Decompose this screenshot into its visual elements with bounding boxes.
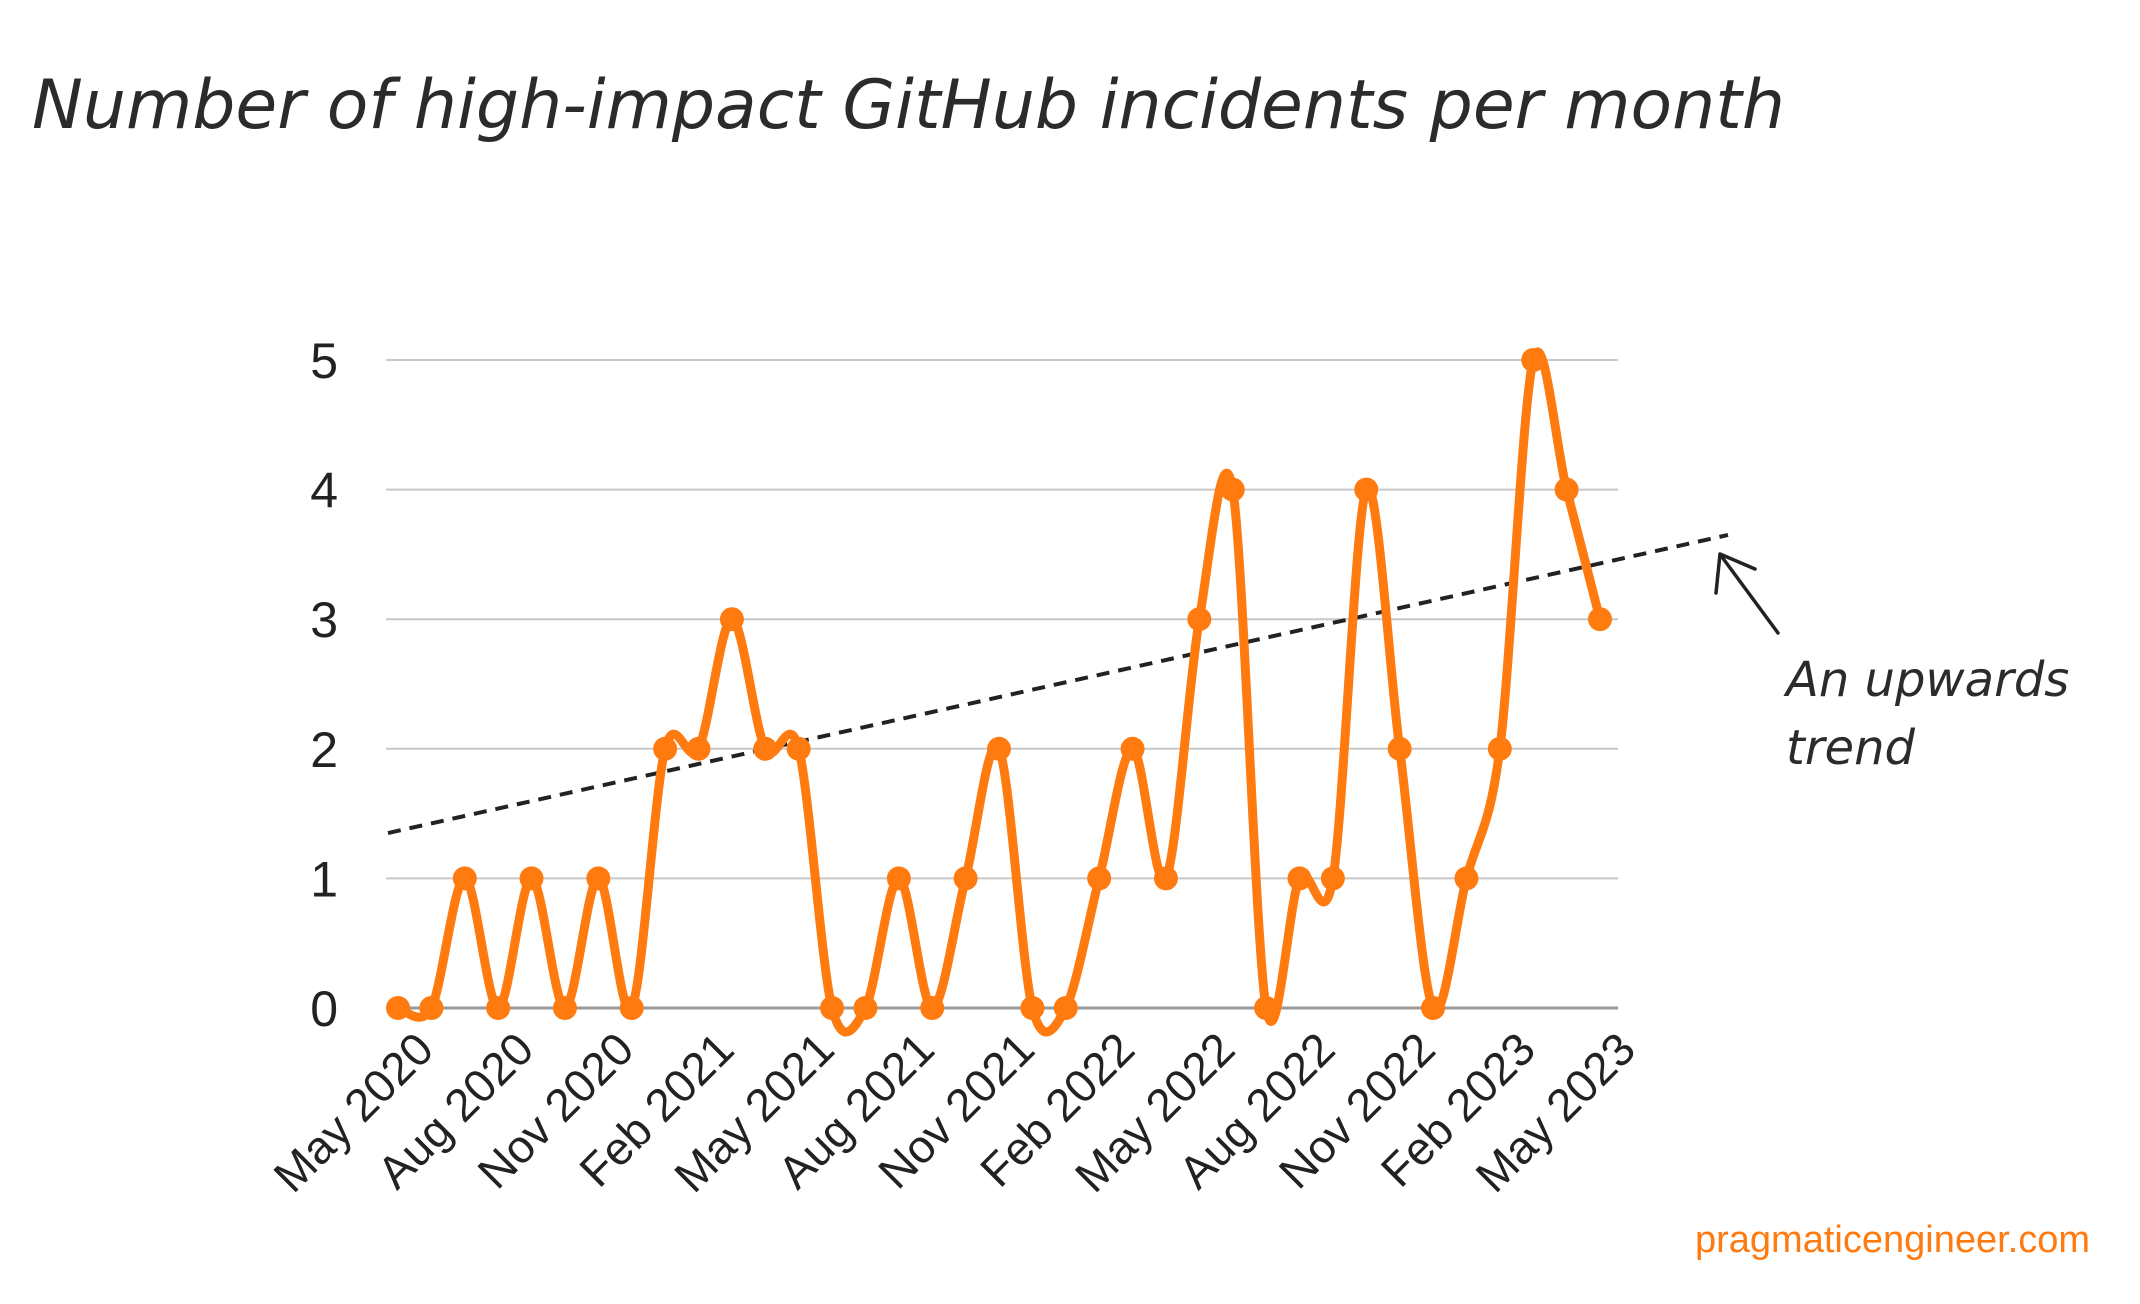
- data-point: [853, 996, 878, 1020]
- data-point: [1387, 736, 1412, 761]
- data-point: [719, 607, 744, 632]
- y-tick-label: 3: [310, 592, 338, 648]
- data-point: [1220, 477, 1245, 502]
- data-point: [686, 736, 711, 761]
- annotation-line-1: An upwards: [1783, 652, 2069, 708]
- data-point: [1187, 607, 1212, 632]
- data-point: [1020, 996, 1045, 1020]
- gridlines: [386, 359, 1618, 1010]
- data-point: [1421, 996, 1446, 1020]
- data-point: [987, 736, 1011, 761]
- series-line: [393, 347, 1605, 1037]
- data-point: [753, 736, 778, 761]
- data-point: [1053, 996, 1078, 1020]
- data-point: [1087, 866, 1112, 891]
- data-point: [1320, 866, 1345, 891]
- data-point: [1487, 736, 1512, 761]
- data-point: [486, 996, 511, 1020]
- chart-title: Number of high-impact GitHub incidents p…: [32, 66, 1785, 145]
- data-point: [1554, 477, 1579, 502]
- data-point: [519, 866, 544, 891]
- data-point: [820, 996, 845, 1020]
- data-point: [953, 866, 978, 891]
- source-credit: pragmaticengineer.com: [1695, 1219, 2090, 1261]
- data-point: [1354, 477, 1379, 502]
- data-point: [1454, 866, 1479, 891]
- y-axis-ticks: 0 1 2 3 4 5: [310, 333, 338, 1037]
- data-point: [552, 996, 577, 1020]
- data-point: [386, 996, 410, 1020]
- data-point: [619, 996, 644, 1020]
- annotation-line-2: trend: [1786, 720, 1916, 776]
- y-tick-label: 0: [310, 981, 338, 1037]
- data-point: [1153, 866, 1178, 891]
- data-point: [419, 996, 444, 1020]
- data-point: [920, 996, 945, 1020]
- data-point: [1287, 866, 1312, 891]
- data-point: [1521, 348, 1546, 372]
- data-point: [1588, 607, 1612, 632]
- data-point: [1120, 736, 1145, 761]
- annotation-arrow: [1714, 552, 1780, 635]
- y-tick-label: 5: [310, 333, 338, 389]
- data-points: [386, 348, 1612, 1020]
- data-point: [886, 866, 911, 891]
- y-tick-label: 1: [310, 851, 338, 907]
- y-tick-label: 2: [310, 722, 338, 778]
- y-tick-label: 4: [310, 463, 338, 519]
- data-point: [586, 866, 611, 891]
- trend-line: [387, 533, 1729, 835]
- data-point: [653, 736, 678, 761]
- data-point: [786, 736, 811, 761]
- data-point: [452, 866, 477, 891]
- data-point: [1254, 996, 1279, 1020]
